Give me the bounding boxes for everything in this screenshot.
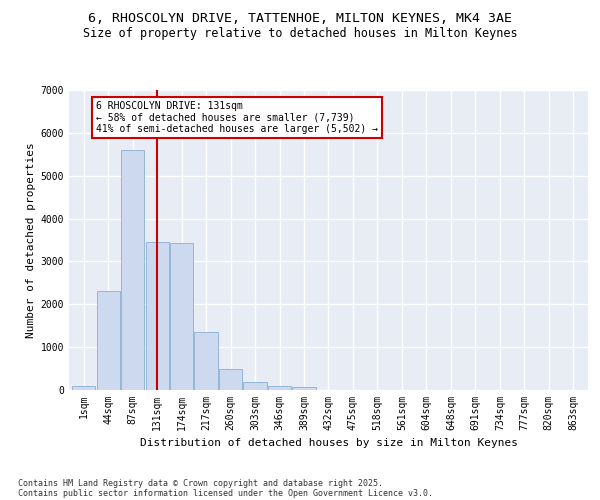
Bar (72, 386, 95, 390)
Bar (194, 332, 218, 390)
Text: 6 RHOSCOLYN DRIVE: 131sqm
← 58% of detached houses are smaller (7,739)
41% of se: 6 RHOSCOLYN DRIVE: 131sqm ← 58% of detac… (96, 100, 378, 134)
Bar (268, 386, 291, 390)
Text: 6, RHOSCOLYN DRIVE, TATTENHOE, MILTON KEYNES, MK4 3AE: 6, RHOSCOLYN DRIVE, TATTENHOE, MILTON KE… (88, 12, 512, 26)
Bar (292, 387, 316, 390)
Y-axis label: Number of detached properties: Number of detached properties (26, 142, 37, 338)
X-axis label: Distribution of detached houses by size in Milton Keynes: Distribution of detached houses by size … (139, 438, 517, 448)
Bar (170, 244, 193, 390)
Text: Size of property relative to detached houses in Milton Keynes: Size of property relative to detached ho… (83, 28, 517, 40)
Bar (97, 292, 120, 390)
Text: Contains public sector information licensed under the Open Government Licence v3: Contains public sector information licen… (18, 488, 433, 498)
Bar (244, 382, 266, 390)
Text: Contains HM Land Registry data © Crown copyright and database right 2025.: Contains HM Land Registry data © Crown c… (18, 478, 383, 488)
Bar (146, 242, 169, 390)
Bar (121, 150, 144, 390)
Bar (219, 370, 242, 390)
